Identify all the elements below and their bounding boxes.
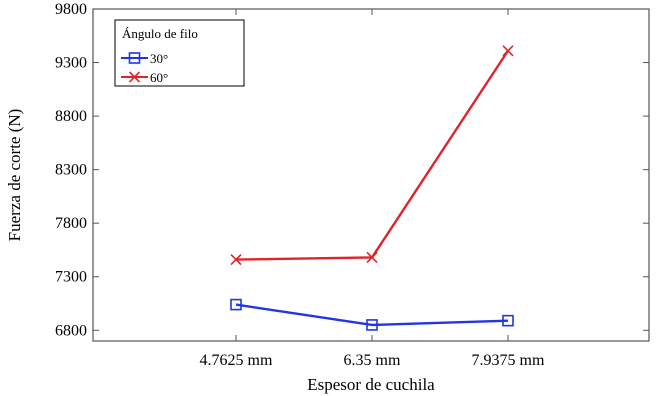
data-point xyxy=(502,314,514,327)
legend-marker xyxy=(128,71,141,83)
y-tick-label: 7800 xyxy=(55,215,87,232)
data-point xyxy=(366,251,378,264)
series-1 xyxy=(230,298,514,331)
series-line xyxy=(235,50,510,261)
legend-label: 30° xyxy=(150,51,168,66)
x-axis-title: Espesor de cuchila xyxy=(307,375,435,394)
legend-marker xyxy=(128,52,141,64)
y-tick-label: 7300 xyxy=(55,269,87,286)
legend-item: 60° xyxy=(121,70,168,85)
data-point xyxy=(230,298,242,311)
x-tick-label: 4.7625 mm xyxy=(200,352,273,369)
y-axis: 6800 7300 7800 8300 8800 9300 9800 xyxy=(55,1,649,339)
y-tick-label: 9800 xyxy=(55,1,87,18)
y-tick-label: 6800 xyxy=(55,322,87,339)
x-tick-label: 6.35 mm xyxy=(344,352,401,369)
legend-items: 30°60° xyxy=(121,51,168,85)
x-tick-label: 7.9375 mm xyxy=(472,352,545,369)
x-axis: 4.7625 mm 6.35 mm 7.9375 mm xyxy=(200,9,545,369)
y-tick-label: 8300 xyxy=(55,162,87,179)
data-point xyxy=(502,45,514,57)
y-tick-label: 8800 xyxy=(55,108,87,125)
legend: Ángulo de filo 30°60° xyxy=(114,19,245,87)
legend-item: 30° xyxy=(121,51,168,66)
series-line xyxy=(235,303,509,327)
legend-title: Ángulo de filo xyxy=(122,26,198,41)
series-layer xyxy=(230,45,514,331)
plot-frame xyxy=(92,8,650,342)
legend-label: 60° xyxy=(150,70,168,85)
y-axis-title: Fuerza de corte (N) xyxy=(5,109,24,242)
data-point xyxy=(230,254,242,266)
y-tick-label: 9300 xyxy=(55,55,87,72)
data-point xyxy=(366,319,378,331)
series-2 xyxy=(230,45,514,266)
